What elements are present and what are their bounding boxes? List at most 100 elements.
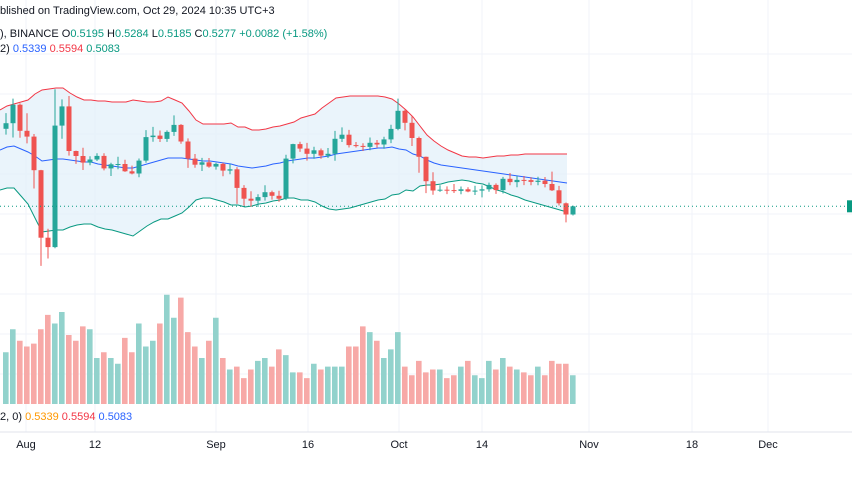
x-tick-label: 18 bbox=[686, 439, 698, 451]
volume-bar bbox=[45, 314, 51, 404]
candle-body bbox=[367, 142, 373, 147]
candle-body bbox=[451, 190, 457, 192]
candle-body bbox=[234, 169, 240, 188]
volume-bar bbox=[143, 346, 149, 404]
candle-body bbox=[521, 179, 527, 181]
volume-bar bbox=[423, 372, 429, 404]
volume-bar bbox=[276, 349, 282, 404]
volume-bar bbox=[59, 312, 65, 404]
candle-body bbox=[129, 171, 135, 174]
candle-body bbox=[87, 159, 93, 163]
volume-bar bbox=[150, 340, 156, 404]
candle-body bbox=[542, 180, 548, 184]
volume-legend-v2: 0.5594 bbox=[61, 411, 96, 423]
candle-body bbox=[199, 162, 205, 165]
x-axis: Aug 12 Sep 16 Oct 14 Nov 18 Dec bbox=[16, 439, 778, 451]
volume-bar bbox=[514, 369, 520, 404]
open-value: 0.5195 bbox=[70, 28, 104, 40]
candle-body bbox=[318, 150, 324, 156]
volume-bar bbox=[199, 358, 205, 404]
open-label: O bbox=[61, 28, 71, 40]
candle-body bbox=[122, 164, 128, 172]
bb-legend: 2) 0.5339 0.5594 0.5083 bbox=[0, 43, 120, 55]
volume-bar bbox=[500, 358, 506, 404]
candle-body bbox=[73, 151, 79, 156]
volume-bar bbox=[381, 358, 387, 404]
volume-bar bbox=[262, 358, 268, 404]
bb-lower-line bbox=[0, 179, 568, 237]
candle-body bbox=[423, 156, 429, 182]
volume-bar bbox=[346, 346, 352, 404]
candle-body bbox=[10, 104, 16, 124]
candle-body bbox=[570, 206, 576, 215]
candle-body bbox=[374, 142, 380, 145]
volume-bar bbox=[507, 366, 513, 404]
candle-body bbox=[472, 190, 478, 192]
close-value: 0.5277 bbox=[202, 28, 237, 40]
bb-upper-line bbox=[0, 87, 567, 159]
bb-basis-value: 0.5339 bbox=[12, 43, 47, 55]
candle-body bbox=[38, 170, 44, 238]
candle-body bbox=[241, 187, 247, 199]
low-label: L bbox=[151, 28, 158, 40]
volume-bar bbox=[339, 366, 345, 404]
volume-bar bbox=[374, 340, 380, 404]
candle-body bbox=[304, 148, 310, 154]
candle-body bbox=[157, 135, 163, 139]
candle-body bbox=[388, 128, 394, 140]
volume-bar bbox=[115, 363, 121, 404]
candle-body bbox=[409, 122, 415, 138]
candle-body bbox=[416, 138, 422, 157]
volume-bar bbox=[122, 337, 128, 404]
volume-bar bbox=[388, 349, 394, 404]
candle-body bbox=[108, 164, 114, 169]
volume-bar bbox=[311, 363, 317, 404]
volume-bar bbox=[367, 332, 373, 404]
candle-body bbox=[24, 130, 30, 137]
volume-bar bbox=[269, 366, 275, 404]
x-tick-label: 14 bbox=[476, 439, 488, 451]
candle-body bbox=[514, 179, 520, 183]
candle-body bbox=[402, 110, 408, 123]
candle-body bbox=[507, 178, 513, 183]
candle-body bbox=[248, 198, 254, 201]
candle-body bbox=[269, 192, 275, 196]
volume-bar bbox=[297, 372, 303, 404]
x-tick-label: Dec bbox=[758, 439, 778, 451]
volume-bar bbox=[416, 360, 422, 404]
volume-bar bbox=[479, 378, 485, 404]
volume-bar bbox=[472, 375, 478, 404]
volume-bar bbox=[332, 366, 338, 404]
candlestick-series bbox=[3, 89, 576, 266]
candle-body bbox=[220, 163, 226, 171]
volume-bar bbox=[402, 366, 408, 404]
candle-body bbox=[458, 189, 464, 191]
candle-body bbox=[255, 197, 261, 201]
candle-body bbox=[213, 163, 219, 167]
volume-bar bbox=[542, 375, 548, 404]
bb-legend-fragment: 2) bbox=[0, 43, 10, 55]
volume-bar bbox=[66, 335, 72, 404]
volume-bar bbox=[80, 326, 86, 404]
volume-bar bbox=[94, 358, 100, 404]
candle-body bbox=[227, 169, 233, 171]
volume-bar bbox=[570, 375, 576, 404]
x-tick-label: Sep bbox=[206, 439, 226, 451]
candle-body bbox=[185, 141, 191, 159]
candle-body bbox=[3, 123, 9, 129]
candle-body bbox=[276, 195, 282, 199]
volume-bar bbox=[157, 323, 163, 404]
volume-bar bbox=[10, 329, 16, 404]
candle-body bbox=[465, 189, 471, 192]
candle-body bbox=[430, 181, 436, 191]
change-value: +0.0082 (+1.58%) bbox=[239, 28, 328, 40]
ohlc-legend: ), BINANCE O0.5195 H0.5284 L0.5185 C0.52… bbox=[0, 28, 327, 40]
volume-bar bbox=[493, 369, 499, 404]
candle-body bbox=[178, 124, 184, 142]
volume-bar bbox=[241, 378, 247, 404]
volume-bar bbox=[136, 323, 142, 404]
candle-body bbox=[360, 145, 366, 147]
candle-body bbox=[164, 131, 170, 139]
candle-body bbox=[535, 180, 541, 182]
